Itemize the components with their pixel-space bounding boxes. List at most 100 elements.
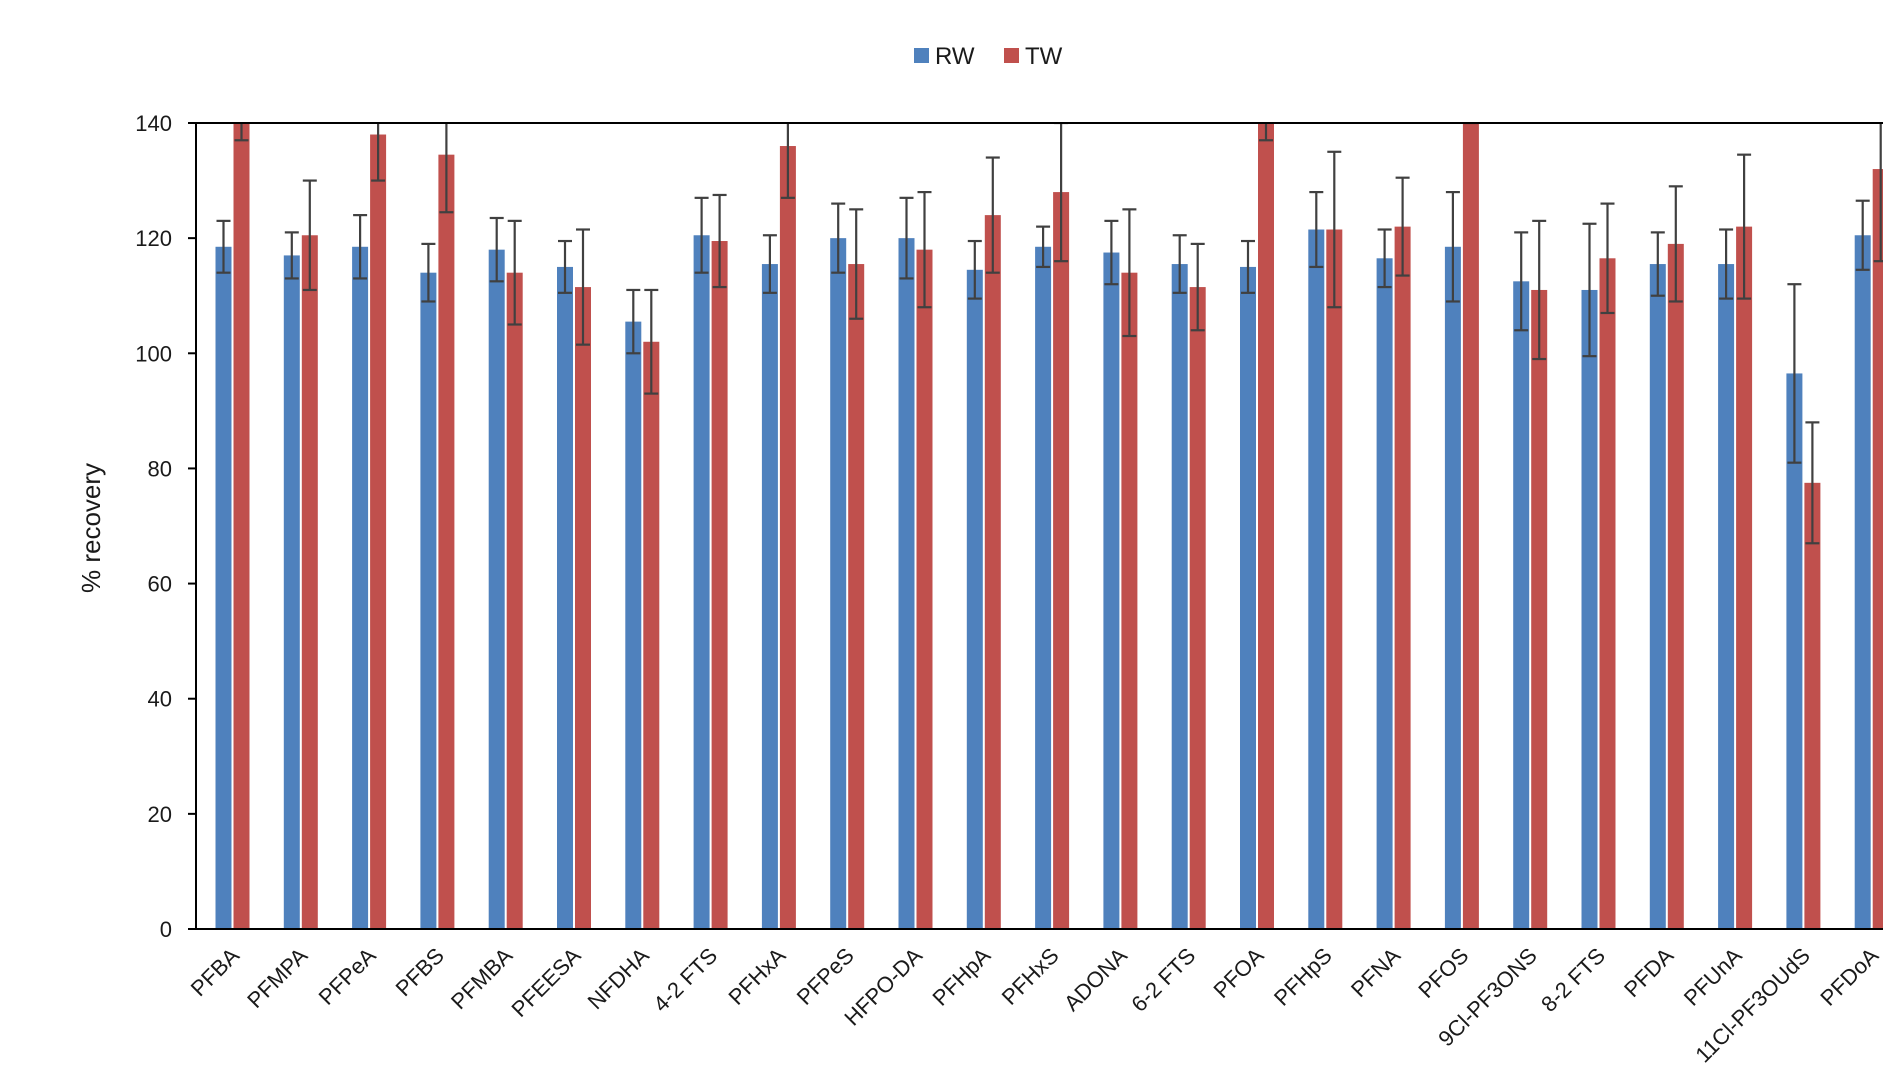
y-tick-label: 120 <box>135 226 172 251</box>
x-category-label: PFOS <box>1413 943 1473 1003</box>
y-tick-label: 40 <box>148 687 172 712</box>
error-bar <box>284 231 299 280</box>
error-bar <box>831 202 846 274</box>
x-category-label: PFHpA <box>928 943 996 1011</box>
x-category-label: 4-2 FTS <box>648 943 722 1017</box>
x-category-label: PFEESA <box>506 943 585 1022</box>
bar-tw-pfoa <box>1258 122 1274 929</box>
error-bar <box>234 122 249 142</box>
error-bar <box>576 228 590 346</box>
bar-rw-8-2-fts <box>1581 289 1598 929</box>
error-bar <box>849 208 864 320</box>
bar-tw-9cl-pf3ons <box>1531 289 1548 929</box>
legend-label-rw: RW <box>935 43 975 70</box>
error-bar <box>1532 219 1547 361</box>
error-bar <box>1122 208 1137 338</box>
x-category-label: PFBA <box>186 943 245 1002</box>
error-bar <box>1327 150 1342 309</box>
error-bar <box>302 179 317 292</box>
error-bar <box>1377 228 1392 289</box>
error-bar <box>1855 199 1870 271</box>
bar-rw-pfuna <box>1718 264 1735 929</box>
bar-rw-pfmba <box>488 249 505 929</box>
error-bars <box>216 122 1883 545</box>
bar-rw-pfoa <box>1240 266 1256 929</box>
plot-frame <box>195 122 1883 930</box>
x-category-label: PFPeA <box>314 943 381 1010</box>
legend-label-tw: TW <box>1025 43 1063 70</box>
error-bar <box>1463 122 1478 125</box>
bar-tw-pfmpa <box>301 235 318 929</box>
error-bar <box>1737 153 1752 300</box>
error-bar <box>1787 283 1802 464</box>
error-bar <box>899 196 914 280</box>
y-tick-label: 0 <box>160 917 172 942</box>
error-bar <box>1036 225 1051 269</box>
y-tick-label: 20 <box>148 802 172 827</box>
bar-tw-8-2-fts <box>1599 258 1616 929</box>
bar-tw-pfeesa <box>575 287 591 929</box>
bar-rw-pfpea <box>352 246 369 929</box>
bar-tw-hfpo-da <box>916 249 933 929</box>
bar-rw-pfhps <box>1308 229 1325 929</box>
bar-tw-nfdha <box>643 341 660 929</box>
y-tick-label: 100 <box>135 341 172 366</box>
bar-rw-pfpes <box>830 238 847 930</box>
x-category-label: PFPeS <box>792 943 859 1010</box>
bar-rw-pfmpa <box>283 255 300 929</box>
error-bar <box>421 242 436 303</box>
bar-tw-pfba <box>233 122 250 929</box>
x-category-label: PFUnA <box>1679 943 1747 1011</box>
bar-rw-9cl-pf3ons <box>1513 281 1530 930</box>
bar-tw-pfpes <box>848 264 865 929</box>
error-bar <box>1873 122 1883 263</box>
bar-rw-pfhxs <box>1035 246 1052 929</box>
x-category-label: PFHpS <box>1269 943 1337 1011</box>
bar-tw-pfhxa <box>779 146 796 929</box>
error-bar <box>1190 242 1205 332</box>
bar-tw-pfmba <box>506 272 523 930</box>
error-bar <box>1514 231 1529 332</box>
bar-tw-pfhpa <box>984 215 1001 930</box>
y-tick-label: 140 <box>135 111 172 136</box>
y-tick-label: 60 <box>148 572 172 597</box>
x-category-label: 6-2 FTS <box>1126 943 1200 1017</box>
bar-tw-pfda <box>1667 243 1684 929</box>
error-bar <box>216 219 231 274</box>
error-bar <box>985 156 1000 274</box>
x-category-label: PFOA <box>1208 943 1268 1003</box>
error-bar <box>626 288 641 355</box>
bar-rw-pfhxa <box>761 264 778 929</box>
x-category-label: PFHxA <box>723 943 790 1010</box>
bar-tw-adona <box>1121 272 1138 930</box>
bar-tw-pfpea <box>370 134 387 929</box>
bar-tw-pfhps <box>1326 229 1343 929</box>
error-bar <box>558 239 572 294</box>
x-category-label: PFHxS <box>997 943 1064 1010</box>
error-bar <box>1582 222 1597 358</box>
error-bar <box>967 239 982 300</box>
bar-tw-pfbs <box>438 154 455 929</box>
error-bar <box>489 216 504 283</box>
x-category-label: PFDoA <box>1815 943 1883 1011</box>
legend-swatch-rw <box>914 48 929 63</box>
bar-tw-6-2-fts <box>1189 287 1206 929</box>
bar-tw-pfna <box>1394 226 1411 930</box>
error-bar <box>439 122 454 214</box>
error-bar <box>694 196 709 274</box>
bar-series <box>215 122 1883 930</box>
error-bar <box>917 190 932 309</box>
error-bar <box>762 234 777 294</box>
error-bar <box>1719 228 1734 300</box>
error-bar <box>1395 176 1410 277</box>
error-bar <box>644 288 659 395</box>
bar-rw-pfba <box>215 246 232 929</box>
x-category-label: ADONA <box>1059 943 1132 1016</box>
bar-rw-pfeesa <box>557 266 573 929</box>
bar-tw-11cl-pf3ouds <box>1804 482 1821 929</box>
bar-tw-pfos <box>1462 122 1479 929</box>
y-axis-title: % recovery <box>76 463 106 593</box>
y-axis-ticks: 0 20 40 60 80 100 120 140 <box>135 111 196 942</box>
